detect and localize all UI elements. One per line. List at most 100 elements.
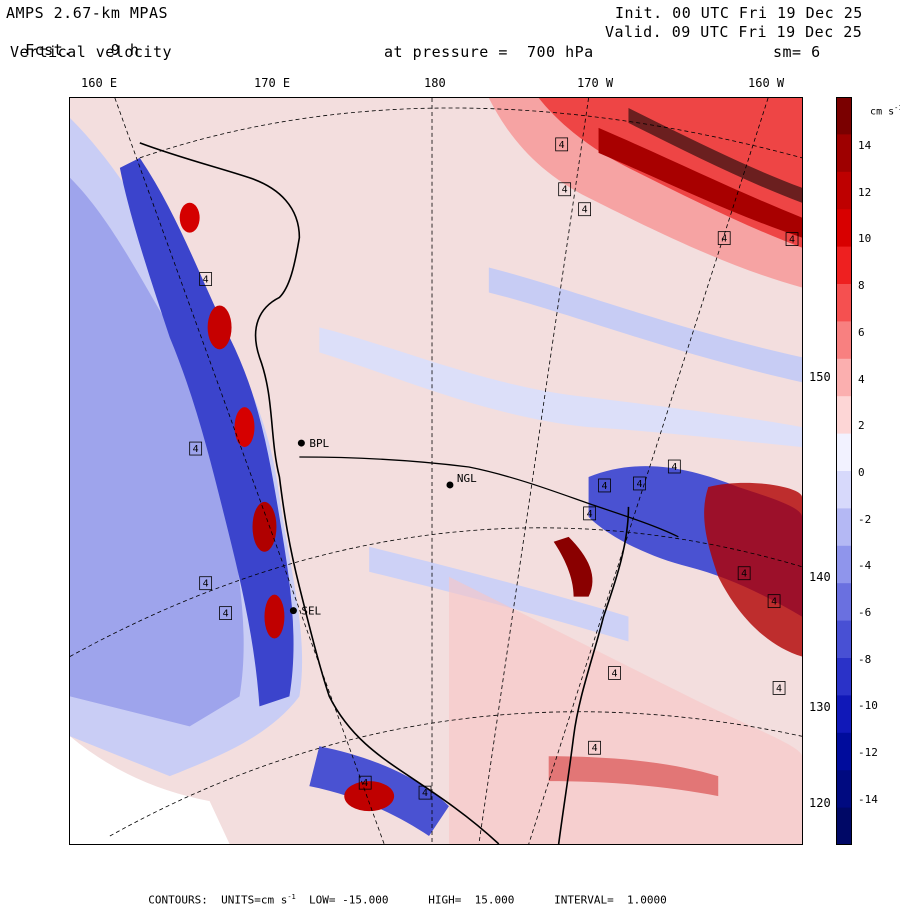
contour-labels: 4 4 4 4 4 4 4 4 4 4 4 4 4 4 4 4 4 4 4 4 <box>189 137 799 800</box>
colorbar-tick-label: -10 <box>858 699 878 713</box>
contour-label-text: 4 <box>771 597 777 608</box>
colorbar-tick-label: 0 <box>858 465 865 479</box>
colorbar-tick-label: -8 <box>858 652 872 666</box>
init-time: Init. 00 UTC Fri 19 Dec 25 <box>615 4 863 22</box>
lon-label-160w: 160 W <box>748 76 785 90</box>
contour-label-text: 4 <box>223 609 229 620</box>
station-sel-label: SEL <box>301 605 321 618</box>
parallel-3 <box>109 711 802 837</box>
colorbar-segment <box>836 134 852 173</box>
contour-label-box <box>199 576 213 591</box>
colorbar-tick-label: -6 <box>858 606 872 619</box>
colorbar-tick-label: 14 <box>858 139 872 152</box>
east-red-core <box>704 482 802 657</box>
colorbar-tick-label: -14 <box>858 792 878 806</box>
parallel-2 <box>70 527 802 657</box>
parallel-1 <box>139 107 802 159</box>
contour-label-text: 4 <box>741 569 747 580</box>
contour-label-box <box>633 476 646 491</box>
colorbar-segment <box>836 807 852 845</box>
contour-label-text: 4 <box>587 509 593 520</box>
contour-label-text: 4 <box>362 778 368 789</box>
colorbar-tick-label: 8 <box>858 279 865 293</box>
central-blue-streak-2 <box>488 267 802 383</box>
contour-label-text: 4 <box>193 444 199 455</box>
lon-label-180: 180 <box>424 76 446 90</box>
colorbar-tick-label: -12 <box>858 746 878 760</box>
colorbar-segment <box>836 171 852 210</box>
east-red-spot <box>553 536 593 597</box>
contour-label-text: 4 <box>671 462 677 473</box>
colorbar-border <box>836 97 852 845</box>
contour-label-box <box>189 441 203 456</box>
contour-label-text: 4 <box>721 234 727 245</box>
contour-label-text: 4 <box>203 275 209 286</box>
vertical-velocity-map: BPL NGL SEL 4 4 4 4 4 4 4 4 4 4 4 4 4 4 4 4 4 4 4 4 <box>69 97 803 845</box>
coastline-west <box>139 142 500 844</box>
lon-label-170e: 170 E <box>254 76 291 90</box>
contour-label-text: 4 <box>789 235 795 246</box>
colorbar-tick-label: 6 <box>858 325 865 339</box>
west-red-3 <box>252 501 277 552</box>
colorbar-segment <box>836 695 852 734</box>
contour-label-box <box>358 775 372 790</box>
central-blue-streak-1 <box>319 327 802 448</box>
colorbar-segment <box>836 321 852 360</box>
ne-red-deep <box>598 127 802 238</box>
colorbar-tick-label: -4 <box>858 559 872 573</box>
station-bpl-label: BPL <box>309 437 329 450</box>
colorbar-segment <box>836 583 852 622</box>
south-red-spot <box>344 781 395 812</box>
colorbar-segment <box>836 471 852 509</box>
contour-label-box <box>737 566 751 581</box>
contour-info: CONTOURS: UNITS=cm s-1 LOW= -15.000 HIGH… <box>148 893 667 907</box>
colorbar-segment <box>836 433 852 472</box>
colorbar-segment <box>836 396 852 435</box>
colorbar-segment <box>836 620 852 659</box>
contour-label-box <box>558 182 572 197</box>
west-red-1 <box>207 305 232 350</box>
contour-label-box <box>555 137 569 152</box>
contour-label-box <box>578 202 591 217</box>
contour-label-box <box>767 594 781 609</box>
colorbar-tick-label: 12 <box>858 185 872 199</box>
pressure-level: at pressure = 700 hPa <box>384 43 594 61</box>
contour-label-text: 4 <box>592 743 598 754</box>
west-blue-deep <box>70 177 244 727</box>
colorbar-segment <box>836 545 852 584</box>
valid-time: Valid. 09 UTC Fri 19 Dec 25 <box>605 23 863 41</box>
contour-label-box <box>667 459 681 474</box>
colorbar-segment <box>836 658 852 696</box>
station-ngl-label: NGL <box>457 472 477 485</box>
colorbar-segment <box>836 508 852 547</box>
contour-label-text: 4 <box>582 205 588 216</box>
contour-label-box <box>588 740 601 755</box>
ne-contour-cluster <box>628 107 802 203</box>
colorbar-segment <box>836 770 852 809</box>
central-blue-streak-3 <box>369 546 629 642</box>
contour-label-text: 4 <box>612 668 618 679</box>
colorbar-segment <box>836 732 852 771</box>
colorbar-segment <box>836 358 852 397</box>
station-bpl-dot <box>297 439 305 447</box>
contour-label-text: 4 <box>636 479 642 490</box>
contour-label-box <box>717 231 731 246</box>
colorbar-segment <box>836 246 852 285</box>
forecast-hour: Fcst. 9 h <box>6 23 139 59</box>
contour-label-text: 4 <box>203 579 209 590</box>
colorbar-segment <box>836 97 852 135</box>
model-title: AMPS 2.67-km MPAS <box>6 4 169 22</box>
graticule <box>70 98 802 844</box>
colorbar-tick-label: 10 <box>858 232 872 246</box>
lon-label-160e: 160 E <box>81 76 118 90</box>
west-ridge-band <box>119 157 294 707</box>
contour-label-box <box>772 681 786 695</box>
west-red-4 <box>264 594 285 639</box>
contour-label-text: 4 <box>559 140 565 151</box>
colorbar-segment <box>836 209 852 248</box>
contour-label-box <box>608 666 621 680</box>
meridian-170w <box>478 98 589 844</box>
field-name: Vertical velocity <box>10 43 173 61</box>
colorbar <box>836 97 852 845</box>
lon-label-170w: 170 W <box>577 76 614 90</box>
